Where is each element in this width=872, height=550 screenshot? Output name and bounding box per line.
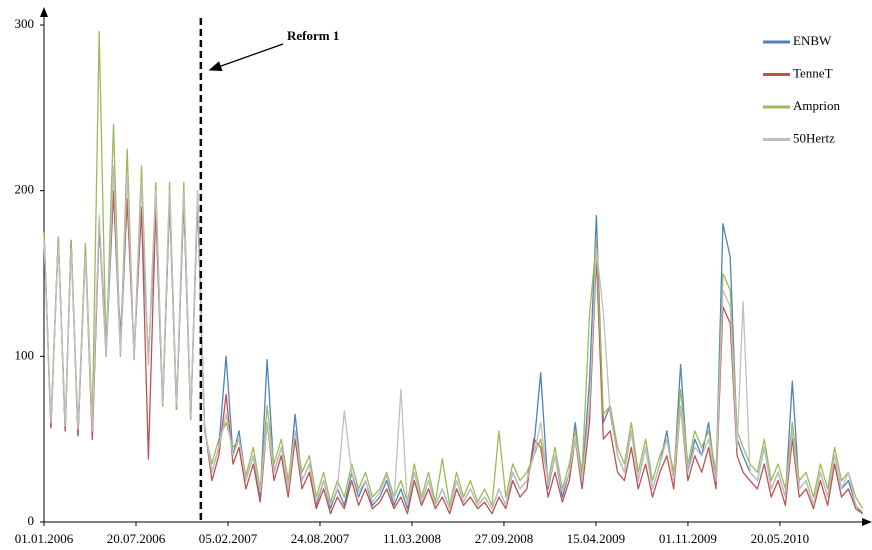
legend-label: Amprion <box>793 98 840 113</box>
x-tick-label: 24.08.2007 <box>291 531 350 546</box>
x-tick-label: 05.02.2007 <box>199 531 258 546</box>
annotation-label: Reform 1 <box>287 28 339 43</box>
x-tick-label: 11.03.2008 <box>383 531 441 546</box>
y-tick-label: 200 <box>15 182 35 197</box>
legend-label: ENBW <box>793 33 832 48</box>
y-tick-label: 300 <box>15 16 35 31</box>
x-tick-label: 15.04.2009 <box>567 531 626 546</box>
series-line <box>43 190 864 515</box>
legend-label: 50Hertz <box>793 130 835 145</box>
x-tick-label: 20.05.2010 <box>751 531 810 546</box>
x-tick-label: 20.07.2006 <box>107 531 166 546</box>
annotation-arrow <box>208 43 284 71</box>
x-tick-label: 01.01.2006 <box>15 531 74 546</box>
x-tick-label: 01.11.2009 <box>659 531 717 546</box>
legend-label: TenneT <box>793 65 833 80</box>
y-tick-label: 0 <box>28 513 35 528</box>
x-tick-label: 27.09.2008 <box>475 531 534 546</box>
y-tick-label: 100 <box>15 347 35 362</box>
series-line <box>43 165 864 513</box>
